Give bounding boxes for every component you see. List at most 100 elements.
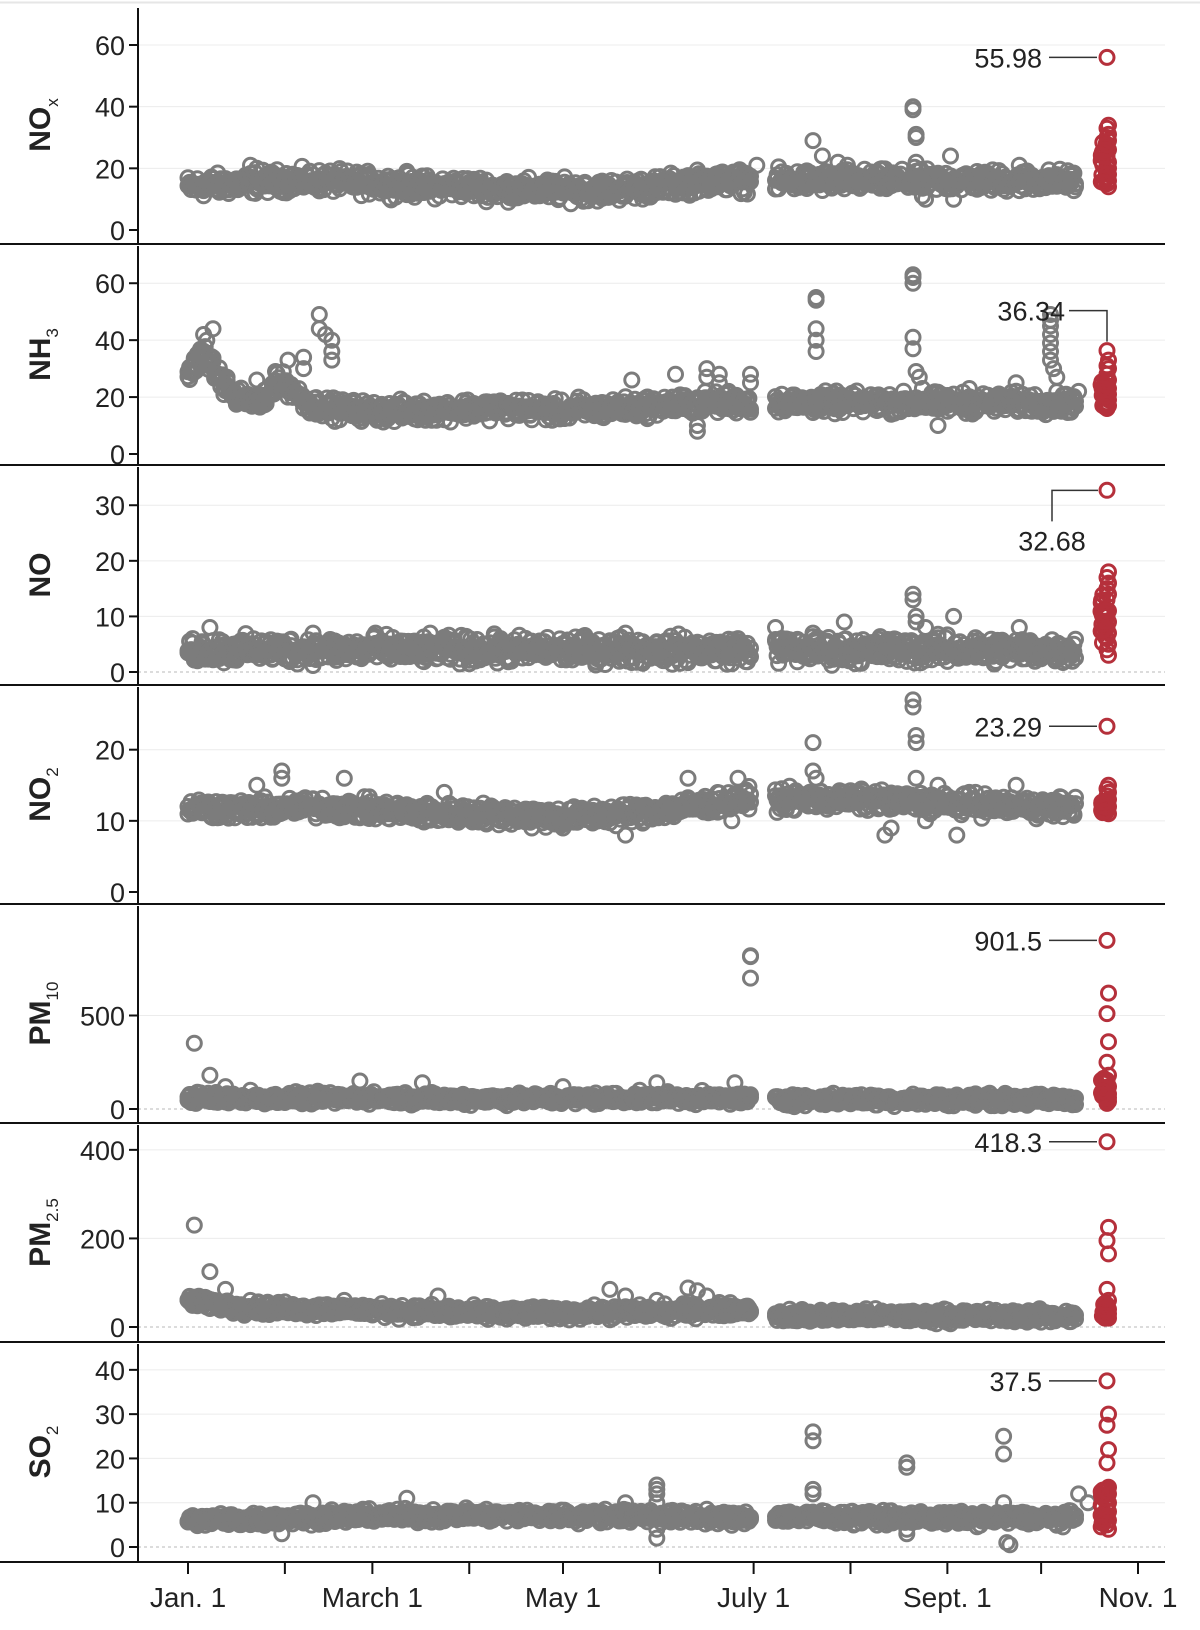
data-point <box>804 734 822 752</box>
data-point <box>929 417 947 434</box>
highlight-point <box>1095 793 1113 811</box>
y-tick-label: 0 <box>110 878 125 908</box>
data-point <box>807 331 825 349</box>
data-point <box>807 343 825 360</box>
data-point <box>710 365 728 383</box>
data-point <box>1067 788 1084 806</box>
panel-label: NO <box>24 553 57 598</box>
data-point <box>279 351 297 369</box>
data-point <box>907 129 925 146</box>
data-point <box>1042 343 1059 360</box>
data-point <box>679 184 697 202</box>
data-point <box>1067 630 1084 648</box>
panel-label: NOx <box>24 98 62 152</box>
highlight-point <box>1095 802 1113 820</box>
data-point <box>1042 351 1059 369</box>
panel-label-main: NO <box>24 777 57 822</box>
data-point <box>907 607 925 625</box>
data-point <box>1017 162 1034 180</box>
data-point <box>1070 382 1088 400</box>
data-point <box>835 783 853 801</box>
y-tick-label: 0 <box>110 1095 125 1125</box>
data-point <box>807 320 825 338</box>
data-point <box>913 380 931 397</box>
data-point <box>623 371 641 389</box>
highlight-point <box>1098 481 1116 499</box>
data-point <box>570 388 588 406</box>
data-point <box>929 776 947 794</box>
data-point <box>273 762 291 780</box>
highlight-point <box>1098 136 1116 154</box>
y-tick-label: 20 <box>95 736 125 766</box>
data-point <box>807 769 825 787</box>
panel-label-main: PM <box>24 1000 57 1045</box>
data-point <box>742 374 759 392</box>
data-point <box>742 785 759 803</box>
data-point <box>295 348 313 366</box>
max-value-label: 55.98 <box>974 43 1042 73</box>
data-point <box>398 162 416 180</box>
data-point <box>688 417 706 434</box>
y-tick-label: 0 <box>110 658 125 688</box>
data-point <box>367 624 384 642</box>
data-point <box>942 147 959 165</box>
data-point <box>829 153 847 171</box>
y-tick-label: 20 <box>95 383 125 413</box>
data-point <box>904 698 922 716</box>
data-point <box>910 368 928 386</box>
data-point <box>1045 360 1063 378</box>
data-point <box>1065 805 1083 823</box>
panel-label-sub: 10 <box>43 982 62 1001</box>
data-point <box>248 776 266 794</box>
data-point <box>807 291 825 309</box>
data-point <box>198 331 216 349</box>
y-tick-label: 40 <box>95 93 125 123</box>
points-no2 <box>179 691 1117 844</box>
y-tick-label: 10 <box>95 807 125 837</box>
data-point <box>904 340 922 358</box>
data-point <box>323 351 341 369</box>
panel-label: NH3 <box>24 328 62 381</box>
data-point <box>1007 776 1025 794</box>
y-tick-label: 20 <box>95 154 125 184</box>
data-point <box>838 156 856 174</box>
data-point <box>248 159 266 177</box>
y-tick-label: 500 <box>80 1002 125 1032</box>
data-point <box>742 793 759 811</box>
data-point <box>304 624 322 642</box>
data-point <box>1042 317 1059 335</box>
annotation-leader <box>1051 489 1098 522</box>
data-point <box>804 132 822 150</box>
data-point <box>1010 619 1028 636</box>
data-point <box>748 156 766 174</box>
data-point <box>295 360 313 378</box>
data-point <box>723 812 741 830</box>
data-point <box>201 619 219 636</box>
data-point <box>1067 392 1084 410</box>
data-point <box>1063 652 1081 670</box>
data-point <box>945 190 963 208</box>
y-tick-label: 20 <box>95 547 125 577</box>
data-point <box>904 328 922 346</box>
panel-label-main: NO <box>24 107 57 152</box>
data-point <box>948 826 966 844</box>
data-point <box>904 591 922 609</box>
data-point <box>267 363 284 380</box>
data-point <box>960 380 978 397</box>
data-point <box>907 727 925 744</box>
data-point <box>904 274 922 292</box>
data-point <box>904 101 922 119</box>
data-point <box>913 187 931 205</box>
points-nh3 <box>179 266 1117 440</box>
data-point <box>726 388 744 406</box>
data-point <box>273 769 291 787</box>
data-point <box>904 269 922 286</box>
data-point <box>1042 306 1059 323</box>
panel-label-sub: 2 <box>43 767 62 776</box>
data-point <box>710 374 728 392</box>
